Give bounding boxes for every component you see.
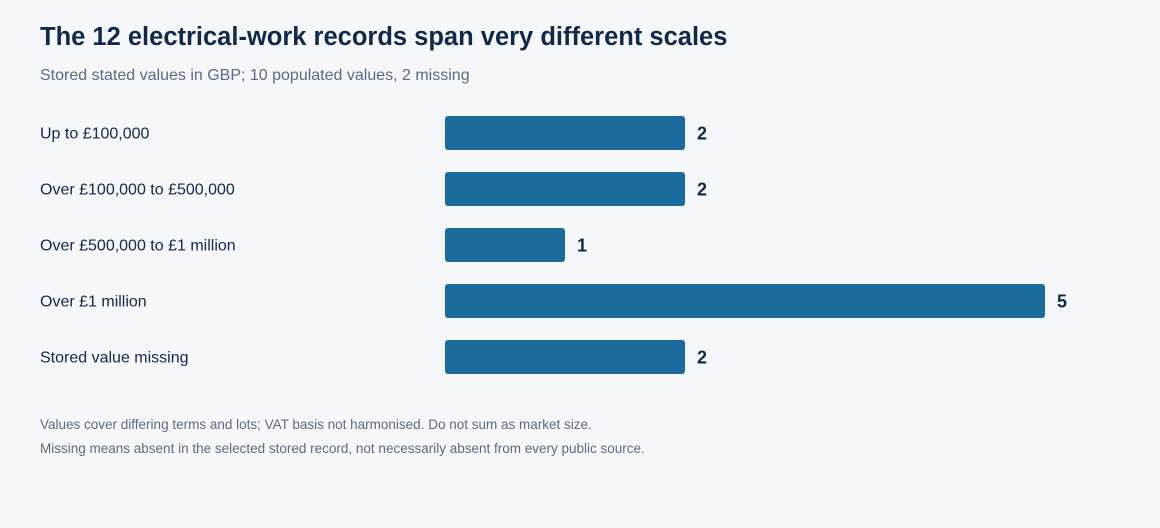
value-label: 5 (1057, 292, 1067, 312)
category-label: Over £500,000 to £1 million (40, 238, 236, 255)
category-label: Over £1 million (40, 294, 147, 311)
footnote-missing-definition: Missing means absent in the selected sto… (40, 441, 645, 456)
bar (445, 172, 685, 206)
bar-chart: Up to £100,000 2 Over £100,000 to £500,000… (40, 116, 1067, 374)
bar (445, 116, 685, 150)
category-label: Up to £100,000 (40, 126, 150, 143)
chart-title: The 12 electrical-work records span very… (40, 23, 728, 51)
category-label: Over £100,000 to £500,000 (40, 182, 235, 199)
value-label: 1 (577, 236, 587, 256)
bar (445, 284, 1045, 318)
chart-subtitle: Stored stated values in GBP; 10 populate… (40, 67, 470, 84)
footnote-sum-warning: Values cover differing terms and lots; V… (40, 417, 592, 432)
bar (445, 340, 685, 374)
value-label: 2 (697, 124, 707, 144)
value-label: 2 (697, 348, 707, 368)
category-label: Stored value missing (40, 350, 189, 367)
bar (445, 228, 565, 262)
value-label: 2 (697, 180, 707, 200)
